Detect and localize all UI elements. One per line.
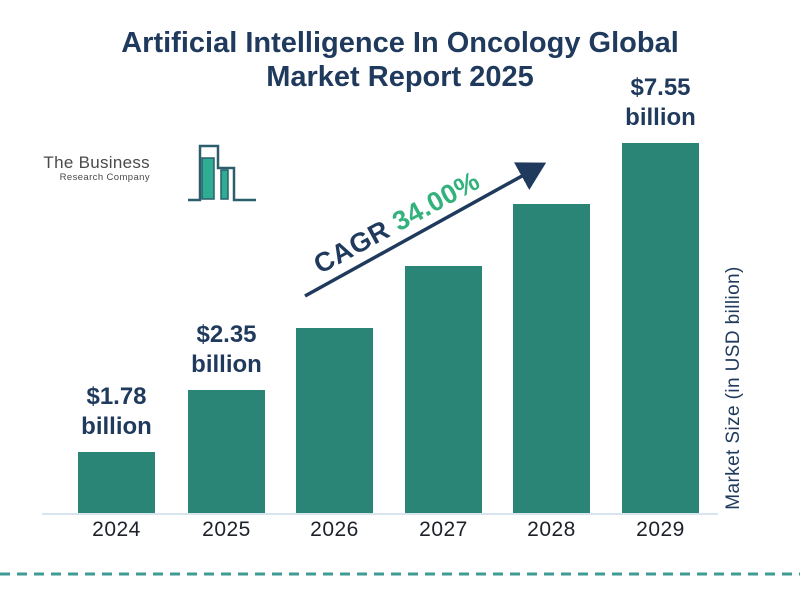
year-label-2025: 2025 — [202, 518, 251, 541]
x-axis-baseline — [42, 513, 718, 515]
bar-2029 — [622, 143, 699, 513]
growth-arrow-icon — [304, 162, 547, 298]
company-logo-text: The Business Research Company — [38, 153, 150, 184]
bar-2024 — [78, 452, 155, 513]
year-label-2027: 2027 — [419, 518, 468, 541]
bar-chart-logo-icon — [150, 138, 258, 209]
bar-2027 — [405, 266, 482, 513]
logo-name-top: The Business — [43, 153, 150, 172]
title-line-1: Artificial Intelligence In Oncology Glob… — [121, 27, 679, 59]
page-title: Artificial Intelligence In Oncology Glob… — [0, 26, 800, 94]
bottom-dashed-divider — [0, 572, 800, 576]
x-axis-labels: 2024 2025 2026 2027 2028 2029 — [0, 518, 800, 544]
value-label-2025: $2.35 billion — [191, 321, 262, 378]
year-label-2024: 2024 — [92, 518, 141, 541]
bar-2026 — [296, 328, 373, 513]
bar-2028 — [513, 204, 590, 513]
y-axis-label: Market Size (in USD billion) — [723, 266, 744, 510]
company-logo: The Business Research Company — [38, 138, 256, 208]
bar-2025 — [188, 390, 265, 513]
year-label-2029: 2029 — [636, 518, 685, 541]
value-label-2024: $1.78 billion — [81, 383, 152, 440]
title-line-2: Market Report 2025 — [266, 61, 534, 93]
value-label-2029: $7.55 billion — [625, 74, 696, 131]
year-label-2026: 2026 — [310, 518, 359, 541]
logo-name-bottom: Research Company — [59, 172, 150, 183]
year-label-2028: 2028 — [527, 518, 576, 541]
bar-chart-plot-area: $1.78 billion $2.35 billion $7.55 billion — [42, 74, 718, 515]
